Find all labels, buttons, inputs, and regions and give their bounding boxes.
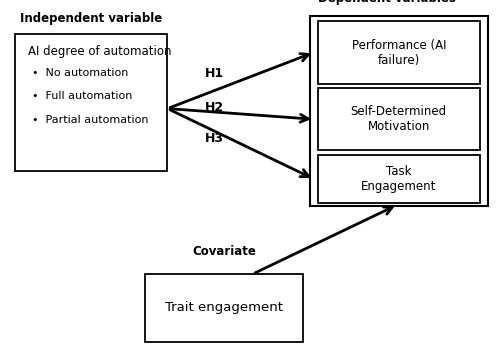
Text: H1: H1	[205, 67, 224, 80]
Text: H3: H3	[205, 132, 224, 145]
Text: Self-Determined
Motivation: Self-Determined Motivation	[350, 105, 447, 133]
Text: Trait engagement: Trait engagement	[165, 302, 283, 314]
FancyBboxPatch shape	[318, 21, 480, 84]
FancyBboxPatch shape	[310, 16, 488, 206]
Text: H2: H2	[205, 101, 224, 114]
FancyBboxPatch shape	[318, 155, 480, 203]
FancyBboxPatch shape	[145, 274, 302, 342]
Text: •  Partial automation: • Partial automation	[32, 115, 149, 125]
FancyBboxPatch shape	[15, 34, 168, 171]
Text: Dependent variables: Dependent variables	[318, 0, 456, 5]
Text: •  Full automation: • Full automation	[32, 91, 133, 101]
Text: •  No automation: • No automation	[32, 68, 129, 78]
Text: Independent variable: Independent variable	[20, 12, 162, 25]
Text: Task
Engagement: Task Engagement	[361, 165, 436, 193]
Text: Covariate: Covariate	[192, 245, 256, 258]
FancyBboxPatch shape	[318, 88, 480, 150]
Text: AI degree of automation: AI degree of automation	[28, 44, 171, 58]
Text: Performance (AI
failure): Performance (AI failure)	[352, 38, 446, 67]
